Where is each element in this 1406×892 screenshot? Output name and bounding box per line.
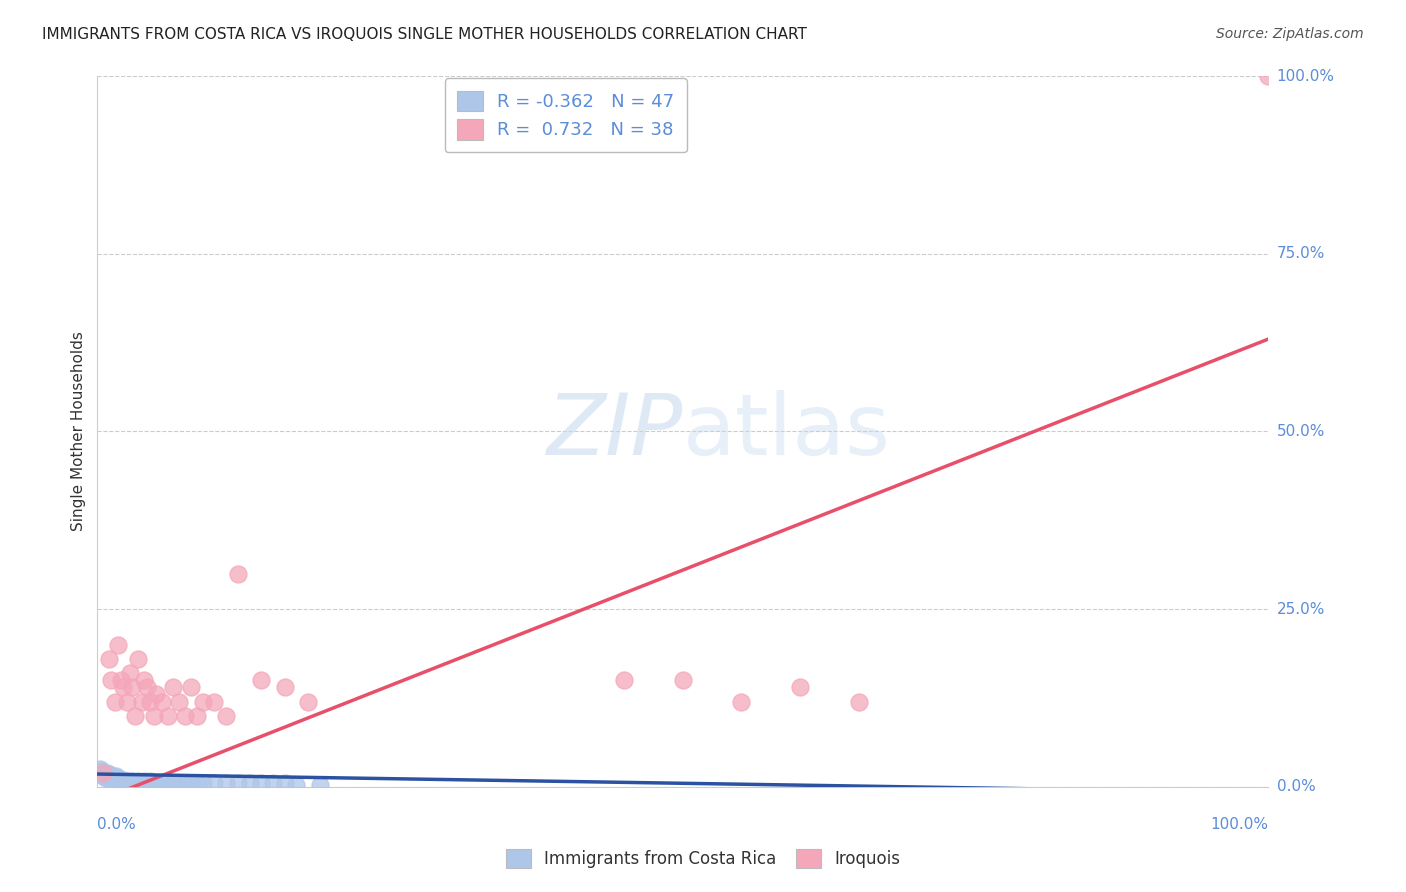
Point: [250, 776, 273, 790]
Point: [848, 694, 870, 708]
Point: [127, 652, 149, 666]
Point: [131, 776, 153, 790]
Point: [124, 776, 146, 790]
Y-axis label: Single Mother Households: Single Mother Households: [72, 332, 86, 532]
Point: [103, 772, 125, 786]
Point: [104, 772, 127, 787]
Point: [142, 708, 165, 723]
Text: 25.0%: 25.0%: [1277, 601, 1324, 616]
Point: [107, 772, 129, 786]
Text: 100.0%: 100.0%: [1211, 817, 1268, 832]
Text: atlas: atlas: [683, 390, 891, 473]
Point: [186, 776, 208, 790]
Point: [250, 673, 273, 688]
Point: [104, 694, 127, 708]
Text: Source: ZipAtlas.com: Source: ZipAtlas.com: [1216, 27, 1364, 41]
Point: [215, 708, 238, 723]
Point: [204, 776, 226, 790]
Point: [730, 694, 752, 708]
Point: [169, 694, 191, 708]
Point: [101, 769, 124, 783]
Point: [112, 772, 135, 787]
Point: [107, 638, 129, 652]
Point: [89, 762, 111, 776]
Point: [274, 776, 297, 790]
Point: [180, 681, 202, 695]
Point: [112, 681, 135, 695]
Text: IMMIGRANTS FROM COSTA RICA VS IROQUOIS SINGLE MOTHER HOUSEHOLDS CORRELATION CHAR: IMMIGRANTS FROM COSTA RICA VS IROQUOIS S…: [42, 27, 807, 42]
Point: [134, 673, 156, 688]
Point: [97, 769, 120, 783]
Point: [91, 769, 114, 783]
Point: [98, 772, 121, 786]
Point: [174, 776, 197, 790]
Point: [274, 681, 297, 695]
Point: [110, 673, 132, 688]
Point: [127, 774, 149, 789]
Point: [98, 652, 121, 666]
Point: [180, 776, 202, 790]
Point: [215, 776, 238, 790]
Point: [145, 688, 167, 702]
Text: 0.0%: 0.0%: [97, 817, 136, 832]
Point: [121, 774, 143, 789]
Point: [115, 774, 138, 789]
Point: [115, 694, 138, 708]
Point: [297, 694, 319, 708]
Point: [142, 776, 165, 790]
Point: [87, 765, 110, 780]
Point: [120, 666, 142, 681]
Point: [174, 708, 197, 723]
Point: [96, 765, 118, 780]
Point: [100, 673, 122, 688]
Point: [105, 769, 128, 783]
Point: [131, 694, 153, 708]
Point: [169, 776, 191, 790]
Legend: R = -0.362   N = 47, R =  0.732   N = 38: R = -0.362 N = 47, R = 0.732 N = 38: [444, 78, 688, 153]
Point: [135, 776, 157, 790]
Point: [156, 708, 179, 723]
Point: [204, 694, 226, 708]
Point: [145, 776, 167, 790]
Point: [98, 767, 121, 781]
Text: ZIP: ZIP: [547, 390, 683, 473]
Point: [150, 776, 173, 790]
Point: [139, 694, 162, 708]
Point: [191, 776, 214, 790]
Point: [91, 765, 114, 780]
Point: [672, 673, 695, 688]
Point: [226, 776, 249, 790]
Point: [120, 776, 142, 790]
Point: [156, 776, 179, 790]
Point: [139, 774, 162, 789]
Point: [93, 767, 115, 781]
Point: [191, 694, 214, 708]
Point: [1257, 69, 1279, 83]
Point: [124, 708, 146, 723]
Point: [226, 566, 249, 581]
Point: [162, 776, 184, 790]
Text: 100.0%: 100.0%: [1277, 69, 1334, 84]
Point: [613, 673, 636, 688]
Point: [110, 774, 132, 789]
Text: 50.0%: 50.0%: [1277, 424, 1324, 439]
Point: [134, 774, 156, 789]
Point: [285, 779, 308, 793]
Point: [100, 772, 122, 787]
Point: [162, 681, 184, 695]
Point: [94, 772, 117, 786]
Text: 0.0%: 0.0%: [1277, 780, 1316, 795]
Point: [91, 764, 114, 779]
Point: [239, 776, 262, 790]
Point: [135, 681, 157, 695]
Point: [789, 681, 811, 695]
Legend: Immigrants from Costa Rica, Iroquois: Immigrants from Costa Rica, Iroquois: [499, 842, 907, 875]
Point: [308, 779, 330, 793]
Point: [262, 776, 284, 790]
Point: [90, 767, 112, 781]
Point: [150, 694, 173, 708]
Text: 75.0%: 75.0%: [1277, 246, 1324, 261]
Point: [186, 708, 208, 723]
Point: [121, 681, 143, 695]
